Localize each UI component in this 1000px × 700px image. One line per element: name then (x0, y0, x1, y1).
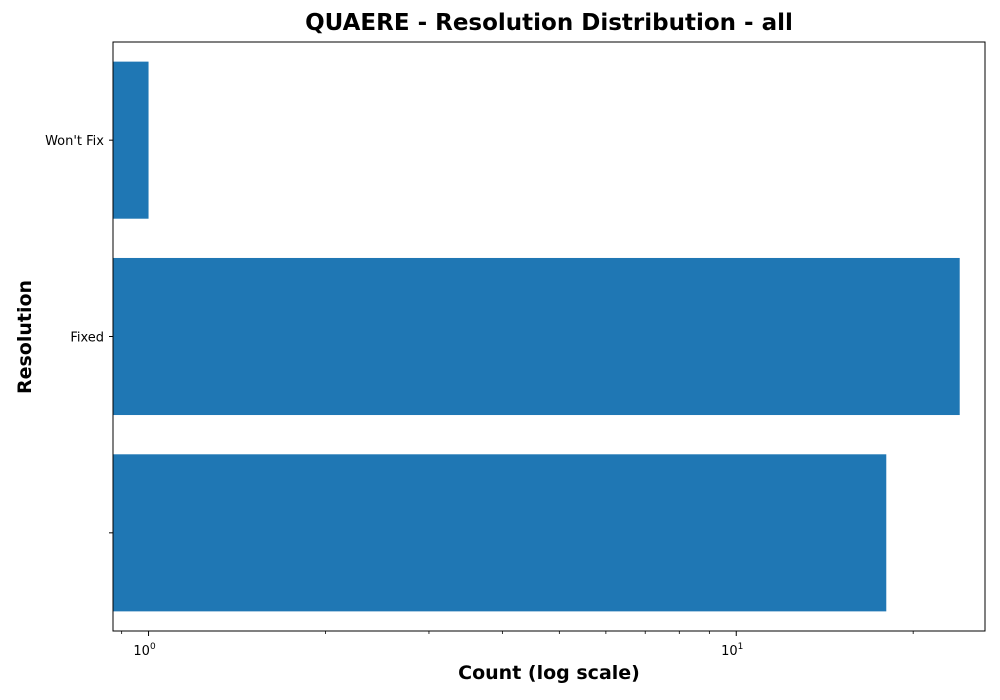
x-tick-label: 101 (721, 642, 743, 659)
y-tick-label: Won't Fix (45, 134, 104, 149)
x-axis-label: Count (log scale) (458, 662, 640, 684)
y-axis-label: Resolution (14, 279, 36, 395)
bar (113, 61, 149, 219)
axes-frame (112, 41, 986, 632)
y-ticks-layer: Fixed Won't Fix (45, 134, 113, 534)
chart-title: QUAERE - Resolution Distribution - all (305, 10, 793, 36)
bar (113, 454, 887, 612)
x-ticks-layer: 100 101 (133, 631, 743, 659)
y-tick-label: Fixed (70, 331, 104, 346)
x-tick-label: 100 (133, 642, 156, 659)
bar (113, 257, 960, 416)
bars-layer (113, 61, 960, 612)
